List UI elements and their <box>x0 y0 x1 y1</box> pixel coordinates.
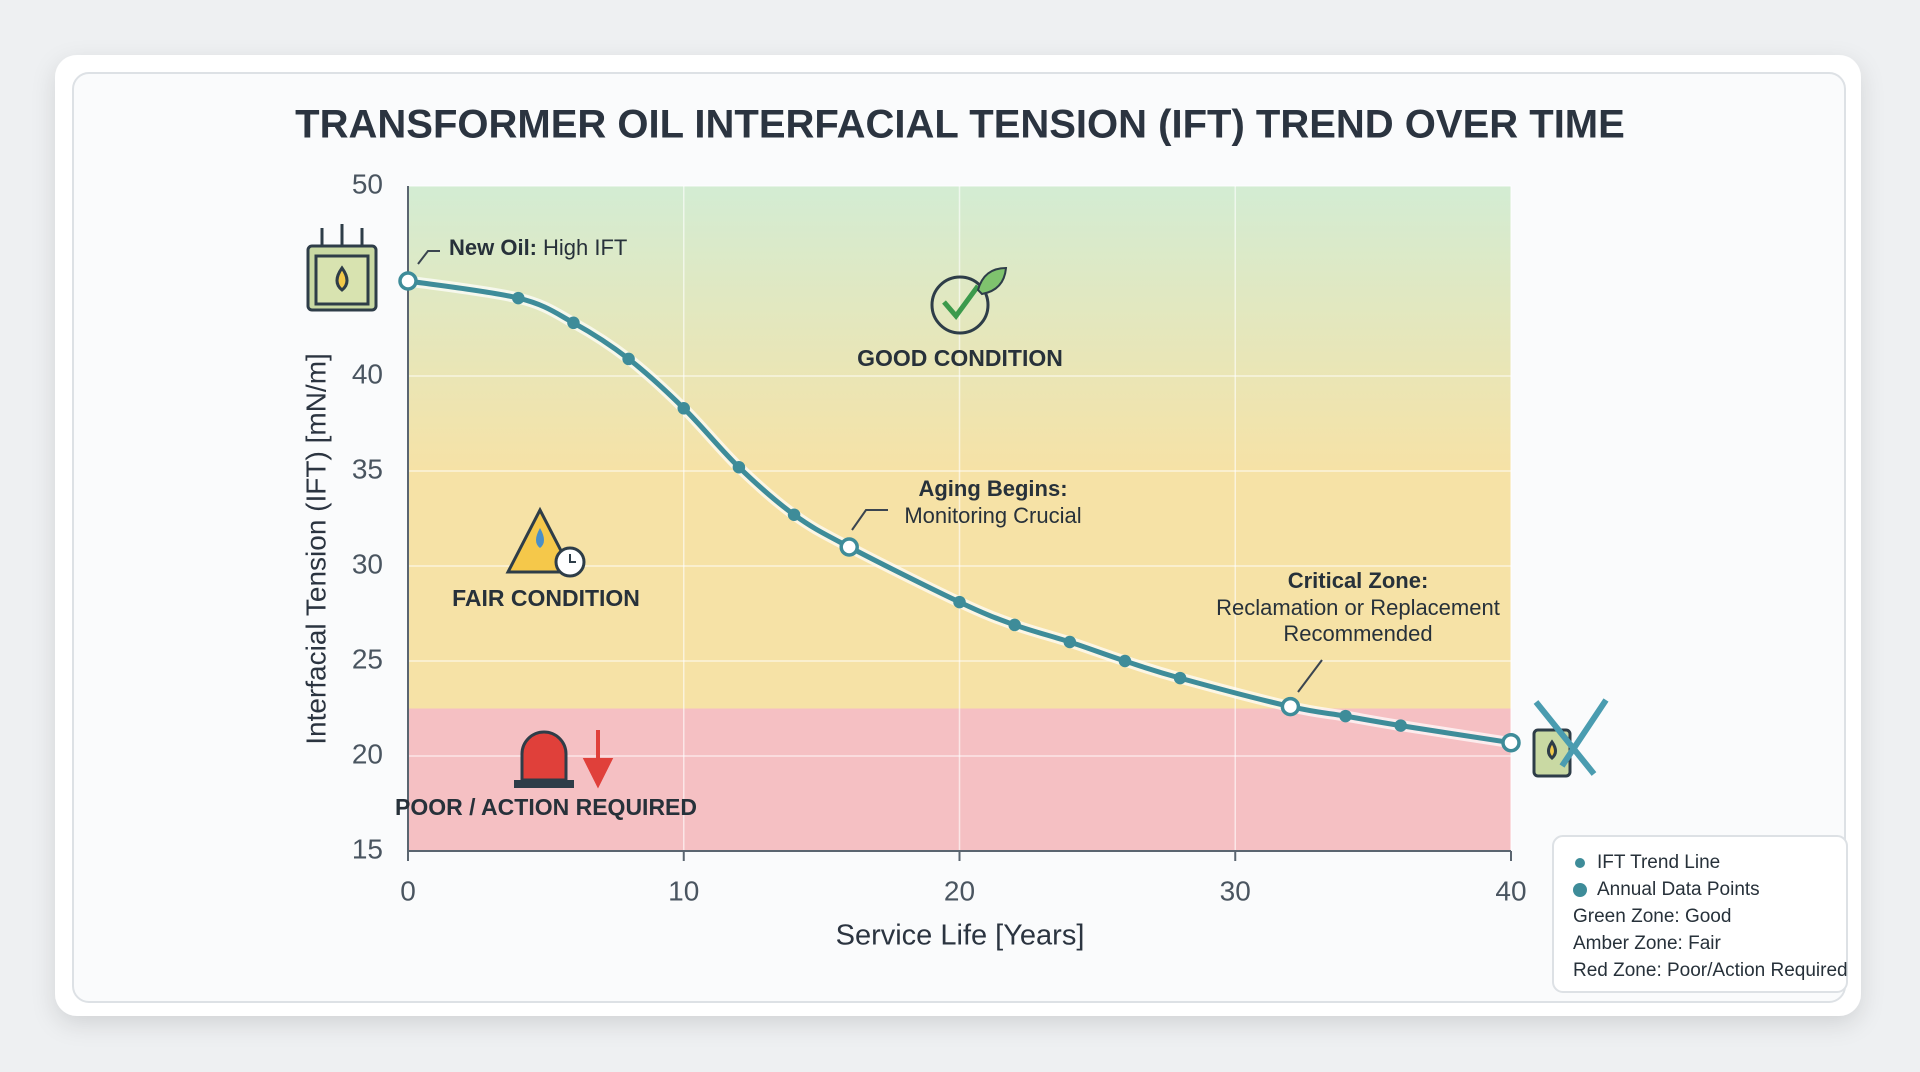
data-point <box>398 271 418 291</box>
data-point <box>1008 618 1021 632</box>
legend-swatch <box>1573 883 1587 897</box>
legend-label: Annual Data Points <box>1597 879 1760 900</box>
data-point <box>1118 654 1132 668</box>
trend-line <box>407 278 1512 746</box>
legend: IFT Trend Line Annual Data Points Green Zo… <box>1573 852 1848 981</box>
zone-label: POOR / ACTION REQUIRED <box>395 794 697 820</box>
data-point <box>732 460 746 474</box>
plot-area <box>398 185 1521 861</box>
data-point <box>512 291 525 305</box>
annotation-text: Recommended <box>1283 621 1432 646</box>
x-tick-label: 10 <box>668 875 699 906</box>
legend-label: Amber Zone: Fair <box>1573 933 1721 954</box>
data-point <box>677 402 690 415</box>
good-icon <box>930 266 1008 335</box>
data-point <box>953 595 966 609</box>
annotation-leader <box>417 250 440 265</box>
annotation-title: New Oil: <box>449 235 537 260</box>
y-axis-label: Interfacial Tension (IFT) [mN/m] <box>300 353 331 745</box>
legend-label: Green Zone: Good <box>1573 906 1731 927</box>
x-tick-label: 0 <box>400 875 416 906</box>
legend-label: Red Zone: Poor/Action Required <box>1573 960 1848 981</box>
zone-label: FAIR CONDITION <box>452 585 640 611</box>
x-tick-label: 30 <box>1220 875 1251 906</box>
annotation-text: Reclamation or Replacement <box>1216 595 1500 620</box>
x-tick-label: 40 <box>1495 875 1526 906</box>
fair-icon <box>505 506 586 578</box>
legend-swatch <box>1575 858 1585 868</box>
maintenance-icon <box>1532 698 1609 778</box>
data-point <box>567 316 580 330</box>
data-point <box>1063 635 1077 649</box>
annotation-text: High IFT <box>543 235 627 260</box>
y-tick-label: 15 <box>352 833 383 864</box>
annotation-leader <box>851 509 888 531</box>
annotation-text: Monitoring Crucial <box>904 503 1081 528</box>
y-tick-label: 35 <box>352 453 383 484</box>
y-tick-label: 40 <box>352 358 383 389</box>
y-tick-label: 25 <box>352 643 383 674</box>
data-point <box>1173 671 1187 685</box>
data-point <box>1394 719 1407 732</box>
annotation: New Oil: High IFT <box>449 235 627 260</box>
annotation-title: Aging Begins: <box>918 476 1067 501</box>
legend-box <box>1552 835 1848 993</box>
y-tick-label: 30 <box>352 548 383 579</box>
annotation-title: Critical Zone: <box>1288 568 1429 593</box>
y-tick-label: 20 <box>352 738 383 769</box>
chart-title: TRANSFORMER OIL INTERFACIAL TENSION (IFT… <box>295 103 1625 147</box>
data-point <box>1280 696 1301 717</box>
data-point <box>787 508 801 521</box>
legend-label: IFT Trend Line <box>1597 852 1720 873</box>
data-point <box>839 537 859 557</box>
annotation-leader <box>1297 659 1323 693</box>
transformer-icon <box>306 224 378 312</box>
zone-label: GOOD CONDITION <box>857 345 1063 371</box>
data-point <box>622 352 635 366</box>
data-point <box>1339 709 1352 723</box>
x-tick-label: 20 <box>944 875 975 906</box>
data-point <box>1501 732 1521 753</box>
poor-icon <box>514 730 614 789</box>
y-tick-label: 50 <box>352 168 383 199</box>
x-axis-label: Service Life [Years] <box>836 920 1085 952</box>
